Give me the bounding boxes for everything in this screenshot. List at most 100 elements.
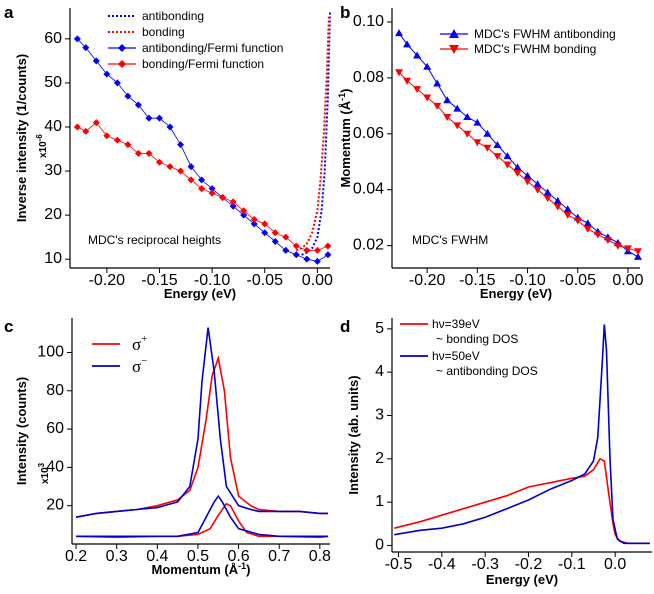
legend-label: σ− <box>132 355 147 376</box>
data-point <box>543 188 552 196</box>
data-point <box>124 141 132 149</box>
data-point <box>563 211 572 219</box>
y-tick-label: 4 <box>375 363 384 380</box>
x-tick-label: -0.10 <box>509 272 546 289</box>
annotation: MDC's reciprocal heights <box>88 233 221 247</box>
data-point <box>282 246 290 254</box>
x-tick-label: 0.0 <box>604 556 626 573</box>
panel-b-chart: -0.20 -0.15 -0.10 -0.05 0.00 0.02 0.04 0.06 0.08… <box>337 8 644 301</box>
data-point <box>92 57 100 65</box>
y-tick-label: 20 <box>44 206 62 223</box>
data-point <box>593 231 602 239</box>
data-point <box>124 92 132 100</box>
y-tick-label: 0.02 <box>353 237 384 254</box>
data-point <box>103 70 111 78</box>
legend-label: hν=39eV <box>432 317 480 331</box>
y-axis-label: Momentum (Å-1) <box>337 88 353 187</box>
data-point <box>271 238 279 246</box>
data-point <box>395 69 404 77</box>
data-point <box>313 246 321 254</box>
x-tick-label: 0.6 <box>227 548 249 565</box>
x-tick-label: -0.4 <box>428 556 456 573</box>
series-line <box>394 324 650 545</box>
x-tick-label: 0.8 <box>309 548 331 565</box>
data-point <box>292 251 300 259</box>
x-tick-label: 0.7 <box>268 548 290 565</box>
data-point <box>103 132 111 140</box>
data-point <box>187 163 195 171</box>
data-point <box>271 229 279 237</box>
axis-multiplier: x103 <box>37 462 51 484</box>
data-point <box>463 113 472 121</box>
data-point <box>423 62 432 70</box>
data-point <box>240 207 248 215</box>
legend-label: MDC's FWHM antibonding <box>474 27 616 41</box>
x-axis-label: Energy (eV) <box>486 572 558 587</box>
legend-label: bonding <box>142 25 185 39</box>
data-point <box>240 211 248 219</box>
x-tick-label: 0.3 <box>106 548 128 565</box>
data-point <box>208 185 216 193</box>
data-point <box>229 202 237 210</box>
data-point <box>155 158 163 166</box>
y-tick-label: 2 <box>375 450 384 467</box>
series-line <box>76 502 329 539</box>
x-tick-label: 0.2 <box>65 548 87 565</box>
panel-label-d: d <box>340 317 350 336</box>
y-axis-label: Inverse intensity (1/counts) <box>14 54 29 222</box>
data-point <box>513 169 522 177</box>
data-point <box>134 149 142 157</box>
y-tick-label: 0.04 <box>353 181 384 198</box>
data-point <box>292 242 300 250</box>
y-tick-label: 60 <box>46 420 64 437</box>
data-point <box>261 220 269 228</box>
x-tick-label: -0.1 <box>558 556 586 573</box>
series-line <box>75 327 328 518</box>
series-line <box>76 494 328 538</box>
data-point <box>113 79 121 87</box>
series-line <box>398 71 639 252</box>
data-point <box>113 136 121 144</box>
data-point <box>134 101 142 109</box>
data-point <box>73 35 81 43</box>
data-point <box>523 171 532 179</box>
x-tick-label: -0.5 <box>385 556 413 573</box>
y-tick-label: 0.08 <box>353 69 384 86</box>
data-point <box>229 198 237 206</box>
y-axis-label: Intensity (ab. units) <box>346 375 361 494</box>
series-bonding-line <box>295 16 330 252</box>
data-point <box>166 123 174 131</box>
panel-label-c: c <box>4 317 13 336</box>
data-point <box>483 144 492 152</box>
data-point <box>533 186 542 194</box>
x-tick-label: 0.4 <box>146 548 168 565</box>
data-point <box>198 185 206 193</box>
data-point <box>563 205 572 213</box>
data-point <box>573 217 582 225</box>
data-point <box>533 180 542 188</box>
x-tick-label: -0.05 <box>247 272 284 289</box>
data-point <box>324 251 332 259</box>
data-point <box>453 122 462 130</box>
data-point <box>403 40 412 48</box>
data-point <box>623 245 632 253</box>
data-point <box>198 176 206 184</box>
data-point <box>473 139 482 147</box>
data-point <box>208 189 216 197</box>
series-line <box>398 32 639 258</box>
data-point <box>613 242 622 250</box>
data-point <box>303 246 311 254</box>
y-tick-label: 10 <box>44 250 62 267</box>
panel-c-chart: 0.2 0.3 0.4 0.5 0.6 0.7 0.8 20 40 60 80 100 Intensit… <box>14 318 331 577</box>
x-tick-label: 0.00 <box>302 272 333 289</box>
legend-label: bonding/Fermi function <box>142 57 264 71</box>
x-tick-label: -0.10 <box>194 272 231 289</box>
data-point <box>433 79 442 87</box>
series-antibonding-line <box>301 12 331 256</box>
legend-label: antibonding <box>142 9 204 23</box>
data-point <box>413 86 422 94</box>
data-point <box>633 252 642 260</box>
x-tick-label: -0.20 <box>89 272 126 289</box>
x-tick-label: -0.2 <box>515 556 543 573</box>
y-tick-label: 0.10 <box>353 13 384 30</box>
